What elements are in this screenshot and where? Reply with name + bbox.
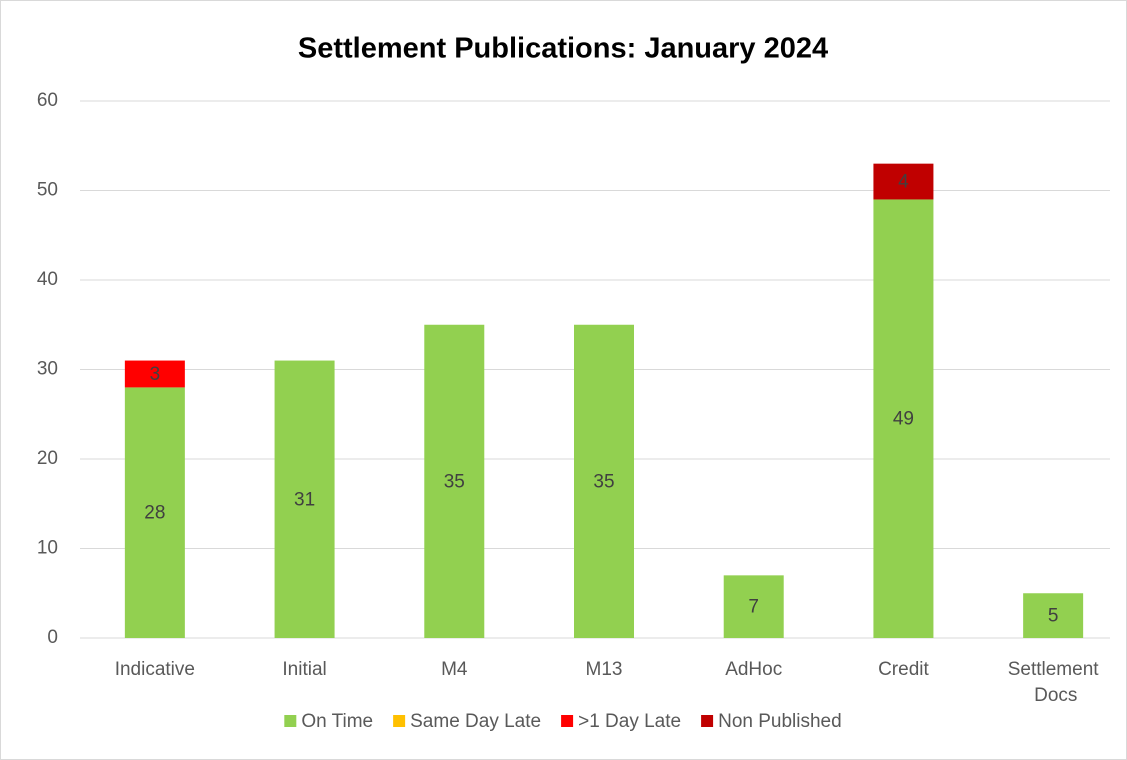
x-tick-label: Initial <box>282 659 326 680</box>
y-tick-label: 20 <box>37 448 58 469</box>
legend-swatch <box>701 715 714 727</box>
bar-segment <box>1023 593 1084 638</box>
legend-swatch <box>284 715 297 727</box>
value-label: 35 <box>593 471 614 492</box>
value-label: 35 <box>444 471 465 492</box>
y-tick-label: 50 <box>37 180 58 201</box>
y-tick-label: 10 <box>37 538 58 559</box>
legend-label: >1 Day Late <box>578 711 681 732</box>
x-tick-label: Credit <box>878 659 929 680</box>
chart-title: Settlement Publications: January 2024 <box>298 33 828 65</box>
x-tick-label: Indicative <box>115 659 195 680</box>
bar-segment <box>723 575 784 638</box>
legend-label: On Time <box>301 711 373 732</box>
y-tick-label: 60 <box>37 90 58 111</box>
bar-segment <box>274 360 335 638</box>
x-tick-label: M4 <box>441 659 468 680</box>
y-tick-label: 0 <box>47 627 58 648</box>
bar-segment <box>873 199 934 638</box>
legend-label: Same Day Late <box>410 711 541 732</box>
y-tick-label: 30 <box>37 359 58 380</box>
legend-swatch <box>393 715 406 727</box>
value-label: 28 <box>144 503 165 524</box>
bar-segment <box>124 387 185 638</box>
value-label: 5 <box>1048 606 1059 627</box>
x-tick-label: AdHoc <box>725 659 782 680</box>
value-label: 7 <box>748 597 759 618</box>
bar-segment <box>574 324 634 638</box>
bar-segment <box>873 163 934 200</box>
bar-segment <box>424 324 485 638</box>
value-label: 49 <box>893 409 914 430</box>
y-tick-label: 40 <box>37 269 58 290</box>
bar-segment <box>124 360 185 388</box>
value-label: 31 <box>294 489 315 510</box>
legend-label: Non Published <box>718 711 842 732</box>
value-label: 3 <box>150 364 161 385</box>
legend-swatch <box>561 715 574 727</box>
x-tick-label: Settlement Docs <box>1008 659 1100 706</box>
value-label: 4 <box>898 172 909 193</box>
x-tick-label: M13 <box>586 659 623 680</box>
